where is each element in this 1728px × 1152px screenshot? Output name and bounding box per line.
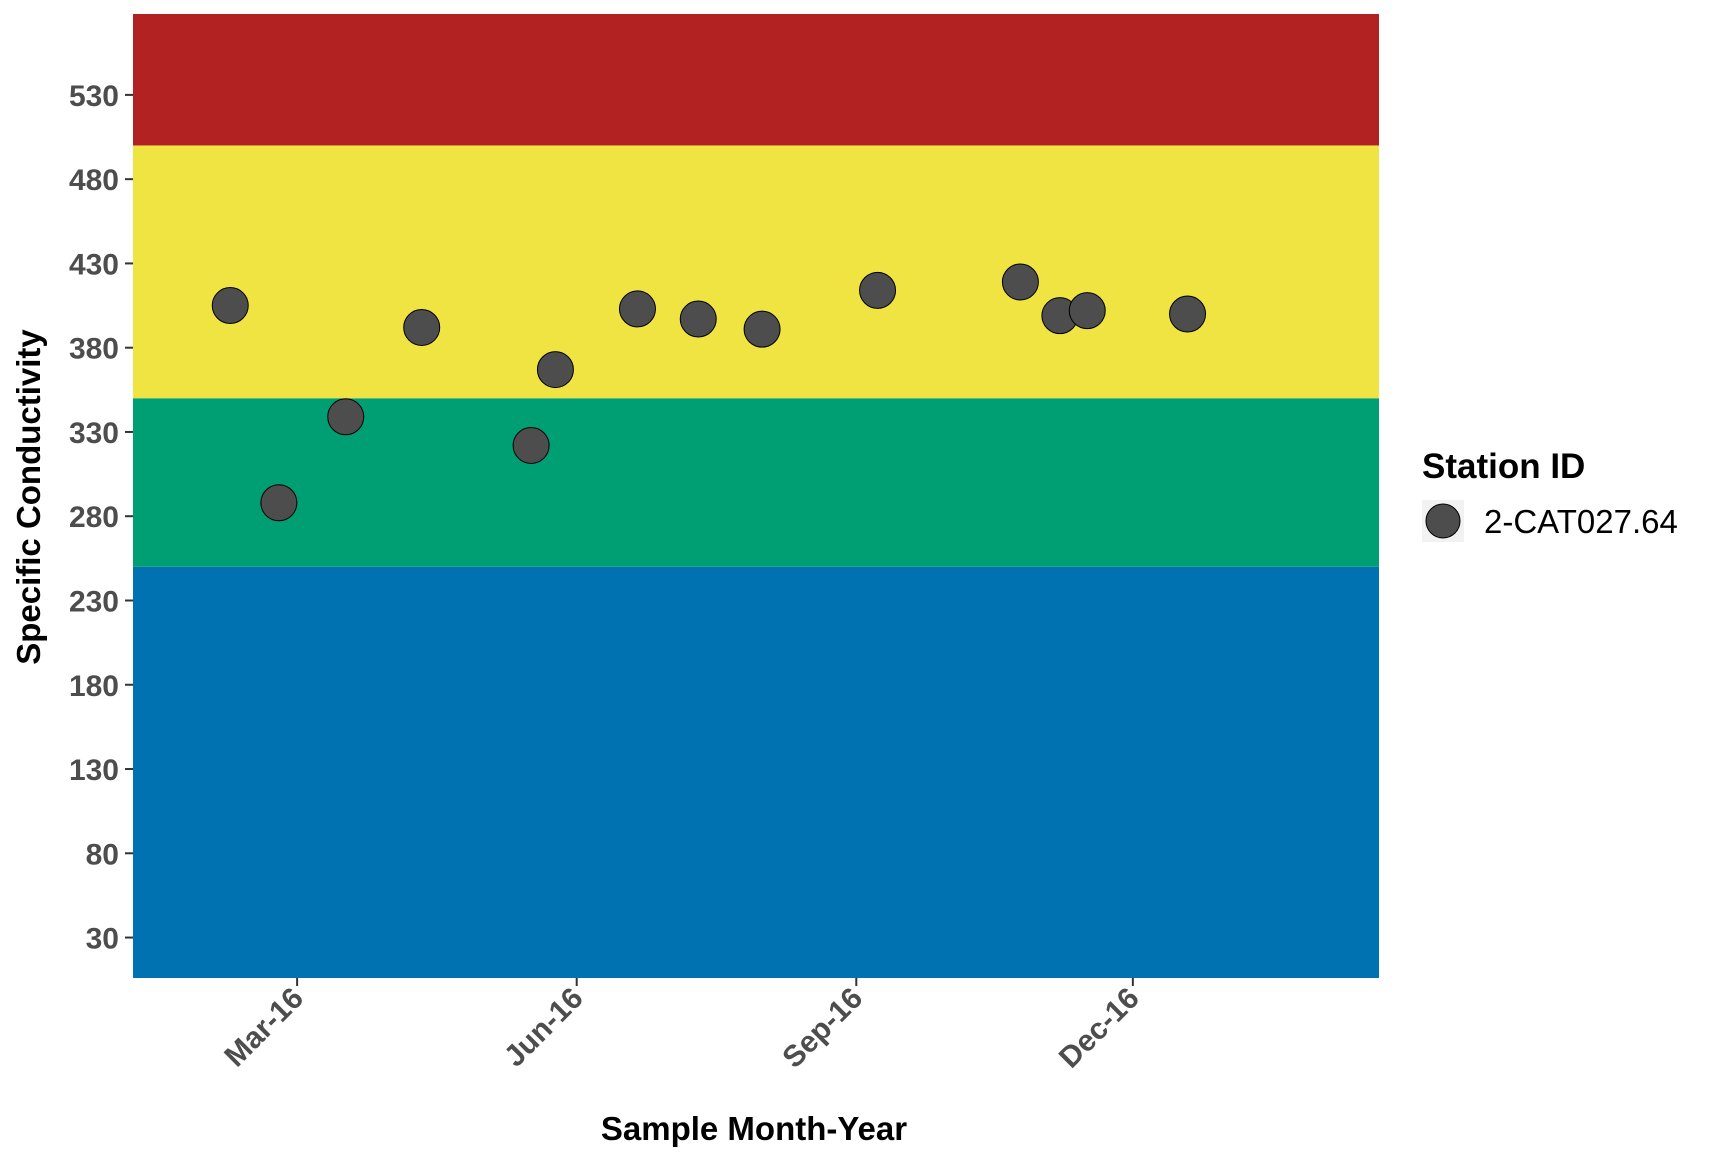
y-axis-title: Specific Conductivity bbox=[10, 329, 47, 665]
data-point bbox=[618, 290, 656, 328]
data-point bbox=[403, 308, 441, 346]
y-axis: 30 80 130 180 230 280 330 380 430 480 530 bbox=[69, 80, 133, 956]
y-tick-label: 180 bbox=[69, 670, 119, 703]
legend: Station ID 2-CAT027.64 bbox=[1422, 447, 1678, 542]
x-axis: Mar-16 Jun-16 Sep-16 Dec-16 bbox=[218, 978, 1146, 1075]
data-point bbox=[536, 351, 574, 389]
data-point bbox=[1001, 263, 1039, 301]
legend-marker bbox=[1425, 503, 1461, 539]
y-tick-label: 280 bbox=[69, 501, 119, 534]
y-tick-label: 530 bbox=[69, 80, 119, 113]
x-tick-label: Mar-16 bbox=[218, 982, 310, 1074]
data-point bbox=[859, 271, 897, 309]
data-point bbox=[327, 398, 365, 436]
data-points bbox=[211, 263, 1207, 522]
y-tick-label: 380 bbox=[69, 333, 119, 366]
data-point bbox=[1169, 295, 1207, 333]
y-tick-label: 230 bbox=[69, 585, 119, 618]
data-point bbox=[1068, 292, 1106, 330]
x-axis-title: Sample Month-Year bbox=[601, 1110, 907, 1147]
data-point bbox=[679, 300, 717, 338]
y-tick-label: 430 bbox=[69, 248, 119, 281]
y-tick-label: 330 bbox=[69, 417, 119, 450]
data-point bbox=[260, 484, 298, 522]
threshold-bands bbox=[133, 14, 1379, 978]
x-tick-label: Dec-16 bbox=[1053, 982, 1146, 1075]
x-tick-label: Jun-16 bbox=[498, 982, 590, 1074]
band-2 bbox=[133, 145, 1379, 399]
band-1 bbox=[133, 398, 1379, 567]
y-tick-label: 480 bbox=[69, 164, 119, 197]
band-0 bbox=[133, 566, 1379, 978]
data-point bbox=[512, 426, 550, 464]
x-tick-label: Sep-16 bbox=[776, 982, 869, 1075]
legend-title: Station ID bbox=[1422, 447, 1585, 486]
legend-label: 2-CAT027.64 bbox=[1484, 503, 1678, 540]
y-tick-label: 130 bbox=[69, 754, 119, 787]
band-3 bbox=[133, 14, 1379, 146]
y-tick-label: 80 bbox=[86, 838, 119, 871]
data-point bbox=[743, 310, 781, 348]
data-point bbox=[211, 287, 249, 325]
y-tick-label: 30 bbox=[86, 923, 119, 956]
